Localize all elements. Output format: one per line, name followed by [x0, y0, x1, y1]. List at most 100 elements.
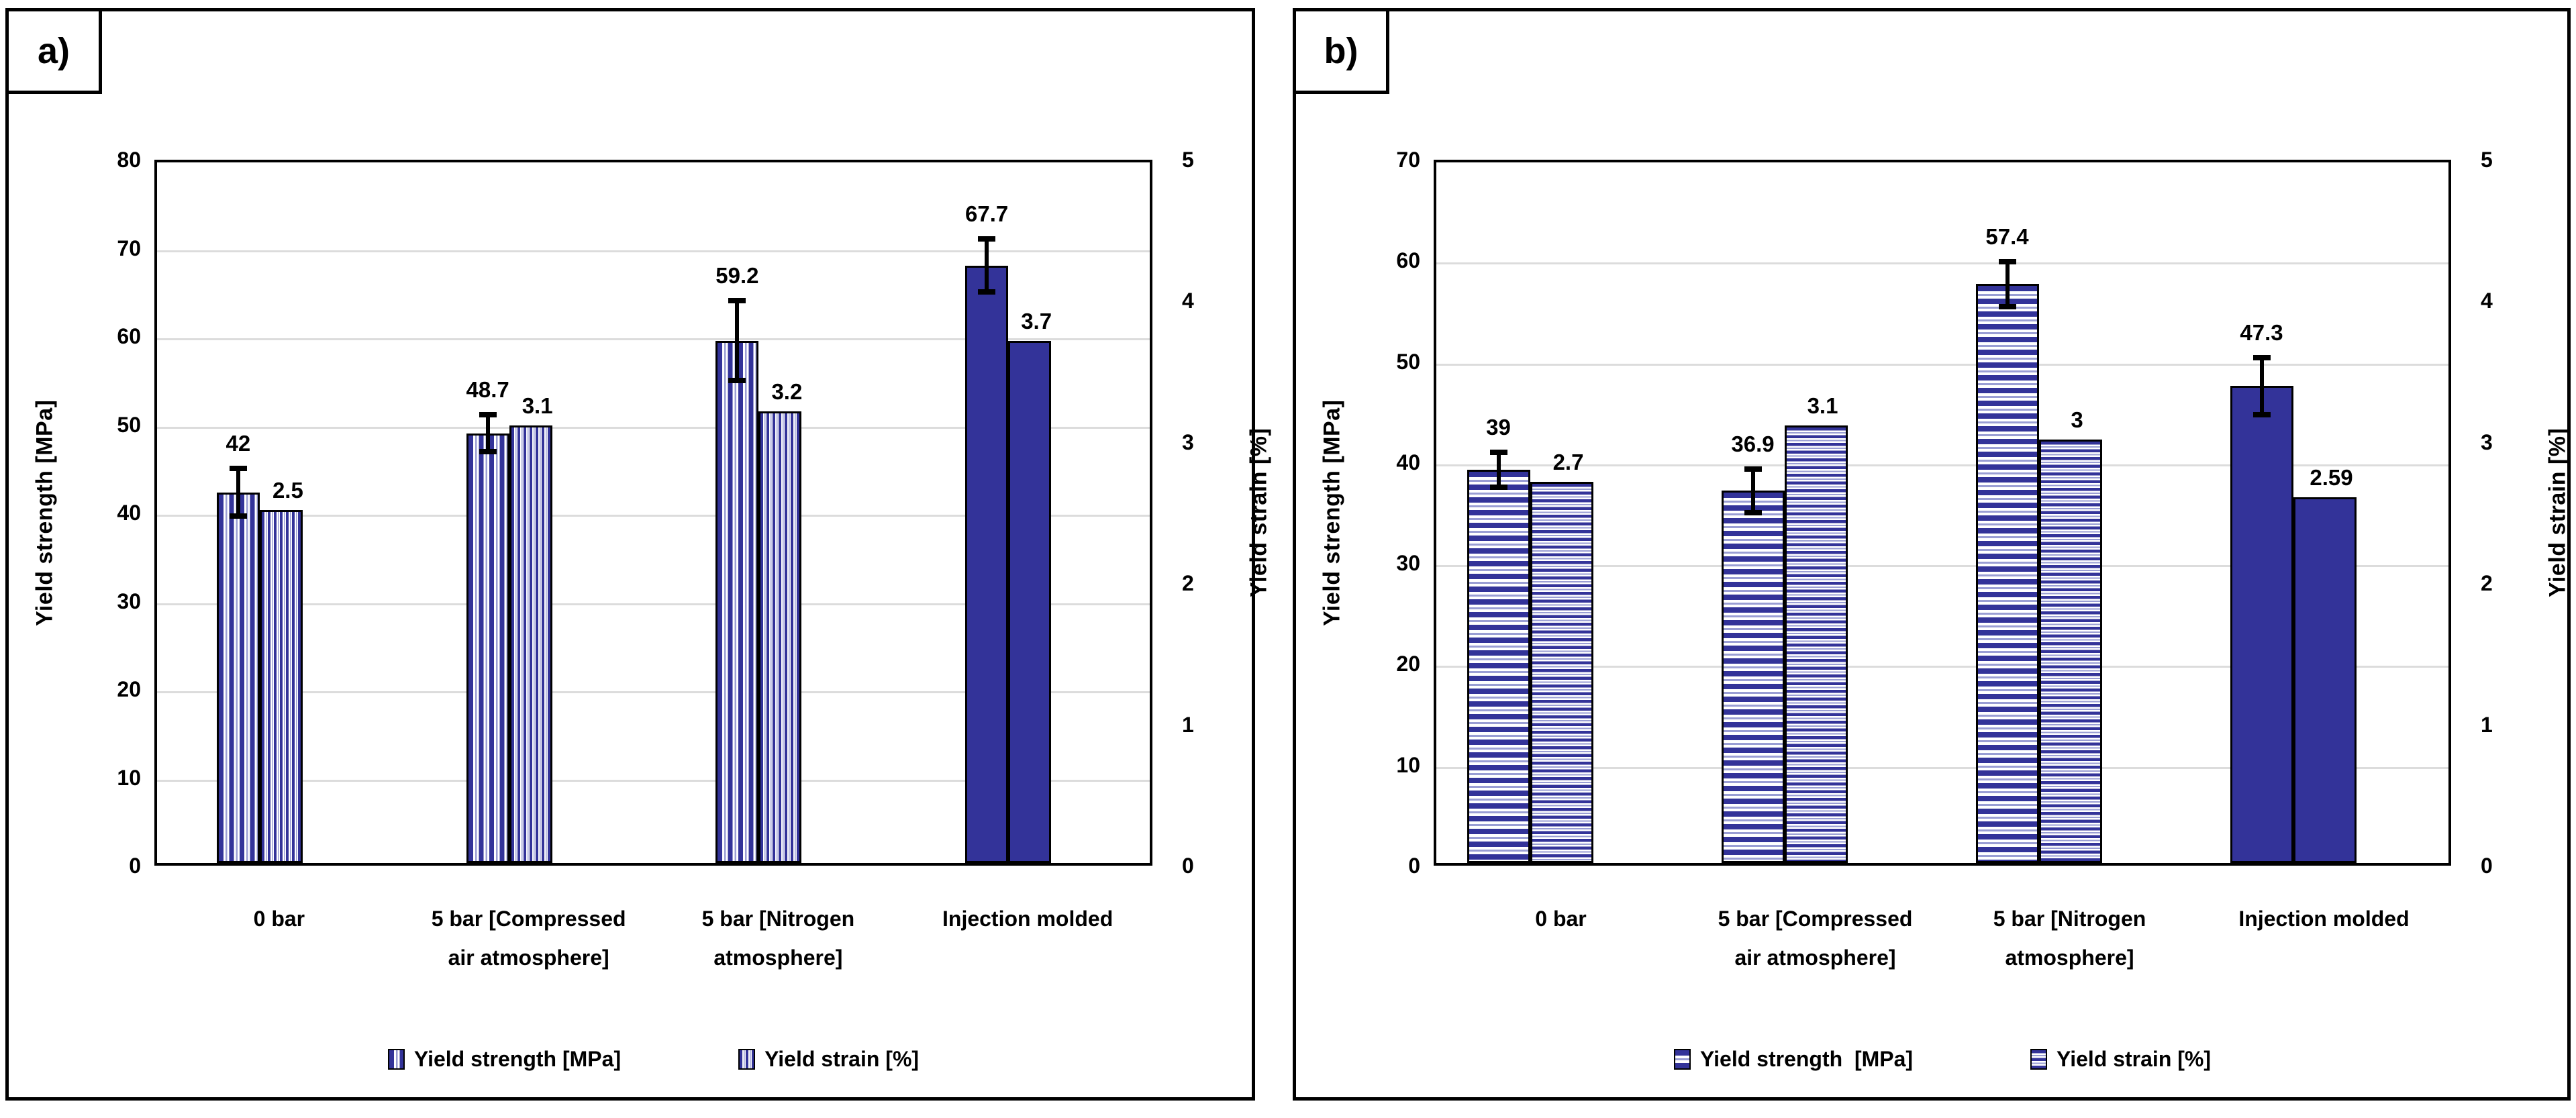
x-category-label: 5 bar [Compressed air atmosphere] — [1718, 907, 1913, 970]
error-bar-cap-top — [978, 236, 996, 242]
y-axis-tick-right: 5 — [2481, 148, 2493, 172]
legend-label: Yield strain [%] — [2057, 1047, 2212, 1071]
gridline — [1436, 565, 2448, 568]
data-label-yield-strength: 67.7 — [965, 201, 1009, 227]
gridline — [157, 779, 1150, 782]
x-category-label: 5 bar [Nitrogen atmosphere] — [701, 907, 855, 970]
error-bar-cap-top — [479, 412, 497, 418]
x-category-label: 0 bar — [1535, 907, 1587, 931]
data-label-yield-strength: 59.2 — [715, 263, 759, 289]
y-axis-tick-left: 0 — [1408, 854, 1420, 878]
y-axis-tick-right: 5 — [1182, 148, 1194, 172]
data-label-yield-strain: 2.7 — [1552, 449, 1584, 474]
error-bar-cap-top — [1489, 449, 1507, 455]
error-bar — [728, 298, 746, 383]
error-bar-cap-bottom — [978, 289, 996, 295]
bar-yield-strain — [1008, 340, 1052, 863]
bar-yield-strain — [259, 510, 303, 863]
panel-a-chart: Yield strength [MPa] Yield strain [%] 0 10 2… — [9, 11, 1272, 1097]
error-bar-cap-bottom — [479, 449, 497, 455]
error-bar-cap-bottom — [1998, 303, 2016, 309]
y-axis-tick-left: 70 — [1396, 148, 1420, 172]
error-bar-cap-top — [1744, 466, 1762, 472]
data-label-yield-strength: 42 — [226, 431, 251, 456]
panel-b-chart: Yield strength [MPa] Yield strain [%] 0 1 0 2… — [1296, 11, 2571, 1097]
panel-a: a) Yield strength [MPa] Yield strain [%] 0… — [5, 8, 1272, 1101]
error-bar-cap-top — [2252, 354, 2271, 360]
bar-yield-strength — [2230, 386, 2293, 863]
error-bar — [1998, 258, 2016, 309]
panel-a-corner-label: a) — [5, 8, 102, 94]
y-axis-tick-right: 4 — [1182, 289, 1194, 313]
plot-area: 42 2.5 48.7 3.1 59.2 3.2 67.7 3.7 — [154, 160, 1152, 866]
data-label-yield-strain: 2.59 — [2310, 465, 2353, 491]
bar-yield-strength — [466, 433, 509, 863]
gridline — [157, 338, 1150, 340]
legend-item: Yield strength [MPa] — [387, 1047, 622, 1072]
y-axis-tick-left: 70 — [117, 236, 141, 260]
bar-yield-strain — [2038, 439, 2102, 863]
y-axis-tick-right: 0 — [2481, 854, 2493, 878]
error-bar — [978, 236, 996, 295]
y-axis-tick-right: 3 — [1182, 429, 1194, 454]
error-bar — [1489, 449, 1507, 490]
gridline — [157, 426, 1150, 429]
error-bar — [1744, 466, 1762, 515]
legend-swatch — [2030, 1049, 2048, 1070]
y-axis-tick-right: 3 — [2481, 429, 2493, 454]
data-label-yield-strain: 2.5 — [272, 478, 303, 503]
plot-area: 39 2.7 36.9 3.1 57.4 3 47.3 2.59 — [1434, 160, 2451, 866]
y-axis-title-left: Yield strength [MPa] — [1319, 399, 1345, 626]
y-axis-tick-right: 1 — [2481, 712, 2493, 737]
bar-yield-strength — [216, 492, 260, 863]
legend-swatch — [1673, 1049, 1691, 1070]
bar-yield-strength — [965, 265, 1009, 863]
bar-yield-strain — [509, 425, 552, 863]
gridline — [1436, 363, 2448, 366]
bar-yield-strength — [715, 340, 759, 863]
data-label-yield-strain: 3 — [2071, 407, 2083, 432]
y-axis-tick-left: 50 — [1396, 349, 1420, 374]
bar-yield-strain — [1784, 425, 1848, 863]
y-axis-tick-right: 2 — [1182, 571, 1194, 596]
panel-b-corner-label: b) — [1293, 8, 1389, 94]
error-bar-cap-bottom — [2252, 411, 2271, 417]
y-axis-tick-right: 1 — [1182, 712, 1194, 737]
x-category-label: 5 bar [Nitrogen atmosphere] — [1993, 907, 2146, 970]
error-bar — [229, 466, 247, 519]
y-axis-tick-left: 60 — [1396, 248, 1420, 273]
y-axis-tick-left: 10 — [117, 765, 141, 790]
data-label-yield-strength: 48.7 — [466, 377, 509, 403]
bar-yield-strength — [1721, 491, 1785, 863]
legend-label: Yield strength [MPa] — [413, 1047, 622, 1071]
data-label-yield-strength: 36.9 — [1731, 431, 1775, 457]
y-axis-tick-left: 80 — [117, 148, 141, 172]
data-label-yield-strain: 3.1 — [1807, 393, 1838, 418]
gridline — [1436, 262, 2448, 265]
gridline — [157, 515, 1150, 517]
y-axis-tick-left: 30 — [117, 589, 141, 613]
bar-yield-strain — [758, 411, 802, 863]
y-axis-tick-right: 2 — [2481, 571, 2493, 596]
data-label-yield-strength: 47.3 — [2240, 319, 2283, 345]
legend-label: Yield strength [MPa] — [1699, 1047, 1914, 1071]
error-bar — [2252, 354, 2271, 417]
error-bar-cap-bottom — [229, 513, 247, 519]
legend-label: Yield strain [%] — [764, 1047, 920, 1071]
panel-b: b) Yield strength [MPa] Yield strain [%] 0… — [1293, 8, 2571, 1101]
error-bar-cap-bottom — [728, 377, 746, 383]
y-axis-tick-right: 0 — [1182, 854, 1194, 878]
legend-swatch — [738, 1049, 756, 1070]
error-bar-cap-top — [728, 298, 746, 304]
bar-yield-strain — [2293, 497, 2357, 863]
error-bar-cap-top — [1998, 258, 2016, 264]
bar-yield-strength — [1975, 284, 2039, 863]
legend: Yield strength [MPa] Yield strain [%] — [154, 1047, 1152, 1072]
y-axis-tick-left: 0 — [129, 854, 141, 878]
data-label-yield-strain: 3.1 — [522, 393, 553, 418]
gridline — [157, 691, 1150, 693]
legend-item: Yield strain [%] — [2030, 1047, 2211, 1072]
legend-item: Yield strength [MPa] — [1673, 1047, 1914, 1072]
gridline — [1436, 464, 2448, 466]
